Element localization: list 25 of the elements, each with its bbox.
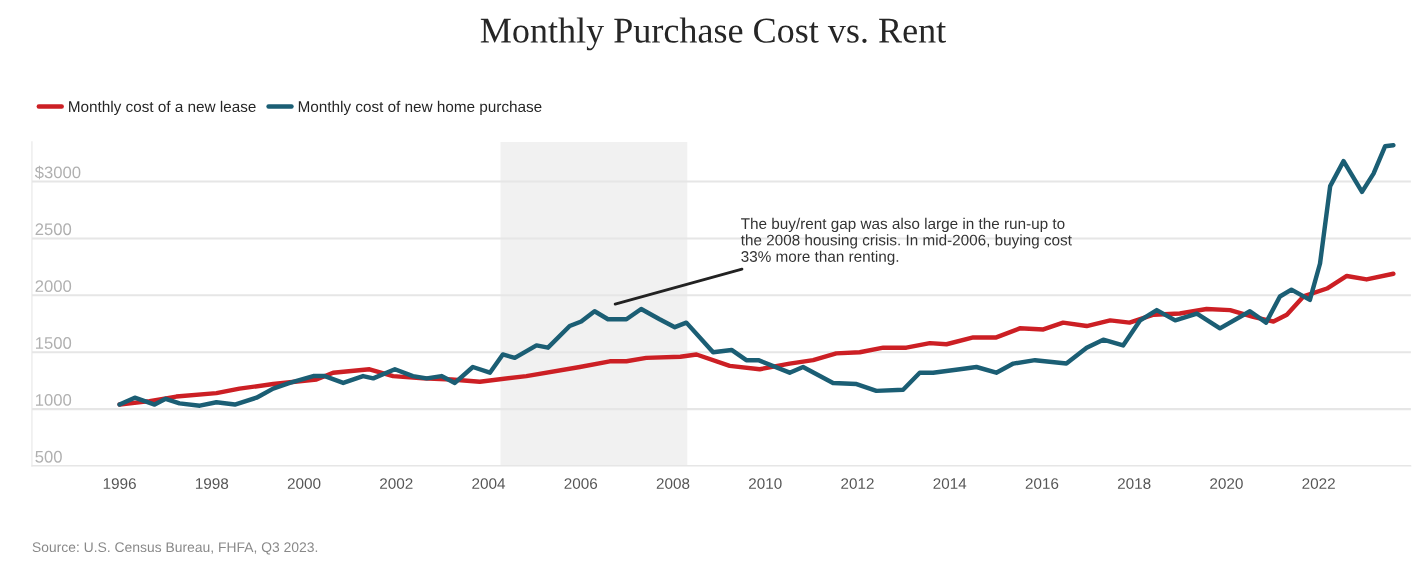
y-tick-label: 1500 xyxy=(35,337,72,349)
x-tick-label: 2008 xyxy=(656,478,690,489)
x-tick-label: 2006 xyxy=(564,478,598,489)
x-tick-label: 2010 xyxy=(749,478,782,489)
x-tick-label: 2022 xyxy=(1302,478,1335,489)
x-tick-label: 2018 xyxy=(1117,478,1151,489)
legend-label: Monthly cost of a new lease xyxy=(69,100,256,116)
y-tick-label: 2000 xyxy=(35,280,72,293)
x-tick-label: 2020 xyxy=(1210,478,1243,489)
x-tick-label: 2016 xyxy=(1025,478,1059,489)
y-tick-label: 1000 xyxy=(35,393,72,406)
x-tick-label: 2002 xyxy=(380,478,413,489)
x-tick-label: 2000 xyxy=(287,478,321,489)
x-tick-label: 1996 xyxy=(103,478,136,489)
annotation: The buy/rent gap was also large in the run-up to the 2008 housing crisis. In mid-2006, buying cost 33% more than renting. xyxy=(740,217,1072,265)
y-tick-label: 2500 xyxy=(35,223,72,236)
x-tick-label: 2012 xyxy=(841,478,874,489)
x-tick-label: 2004 xyxy=(472,478,506,489)
x-tick-label: 1998 xyxy=(195,478,229,489)
x-tick-label: 2014 xyxy=(933,478,967,489)
y-tick-label: 500 xyxy=(35,450,62,463)
y-tick-label: $3000 xyxy=(34,165,81,180)
legend-label: Monthly cost of new home purchase xyxy=(298,100,542,116)
source-note: Source: U.S. Census Bureau, FHFA, Q3 2023. xyxy=(32,542,318,555)
chart-title: Monthly Purchase Cost vs. Rent xyxy=(480,17,946,51)
